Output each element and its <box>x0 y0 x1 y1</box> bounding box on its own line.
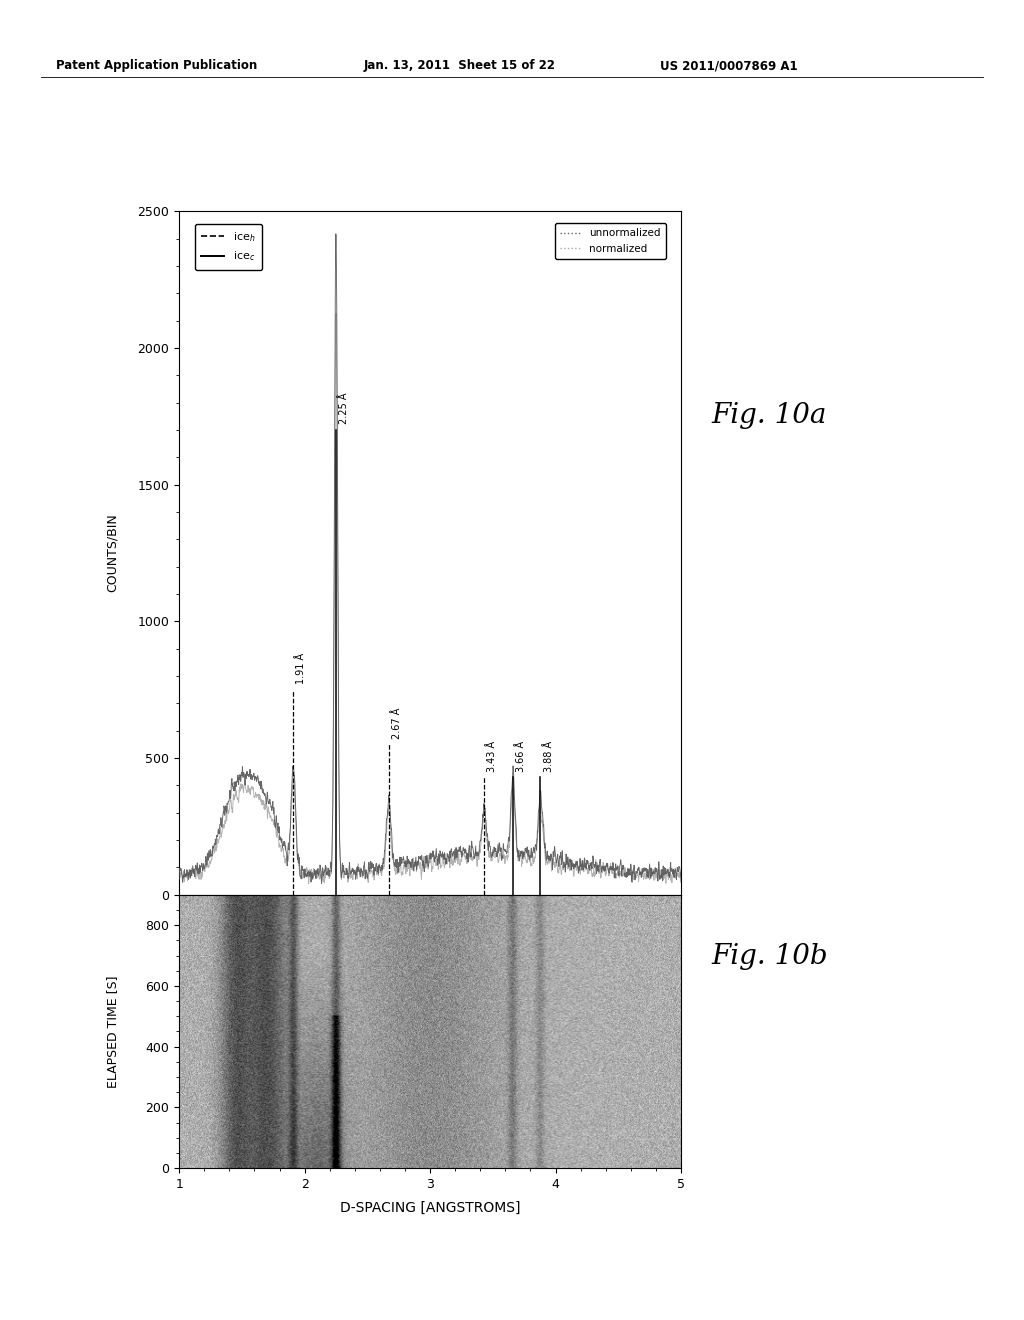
Text: 1.91 Å: 1.91 Å <box>297 653 306 684</box>
Text: 2.67 Å: 2.67 Å <box>392 708 401 739</box>
Text: 3.66 Å: 3.66 Å <box>516 741 526 772</box>
Text: 3.88 Å: 3.88 Å <box>544 741 554 772</box>
Text: 2.25 Å: 2.25 Å <box>339 393 349 425</box>
Text: Patent Application Publication: Patent Application Publication <box>56 59 258 73</box>
Text: Fig. 10b: Fig. 10b <box>712 944 828 970</box>
Text: 3.43 Å: 3.43 Å <box>487 741 498 772</box>
Text: US 2011/0007869 A1: US 2011/0007869 A1 <box>660 59 798 73</box>
Text: Fig. 10a: Fig. 10a <box>712 403 827 429</box>
Y-axis label: COUNTS/BIN: COUNTS/BIN <box>106 513 119 593</box>
Text: Jan. 13, 2011  Sheet 15 of 22: Jan. 13, 2011 Sheet 15 of 22 <box>364 59 555 73</box>
Legend: unnormalized, normalized: unnormalized, normalized <box>555 223 666 259</box>
Y-axis label: ELAPSED TIME [S]: ELAPSED TIME [S] <box>106 975 119 1088</box>
X-axis label: D-SPACING [ANGSTROMS]: D-SPACING [ANGSTROMS] <box>340 1201 520 1214</box>
